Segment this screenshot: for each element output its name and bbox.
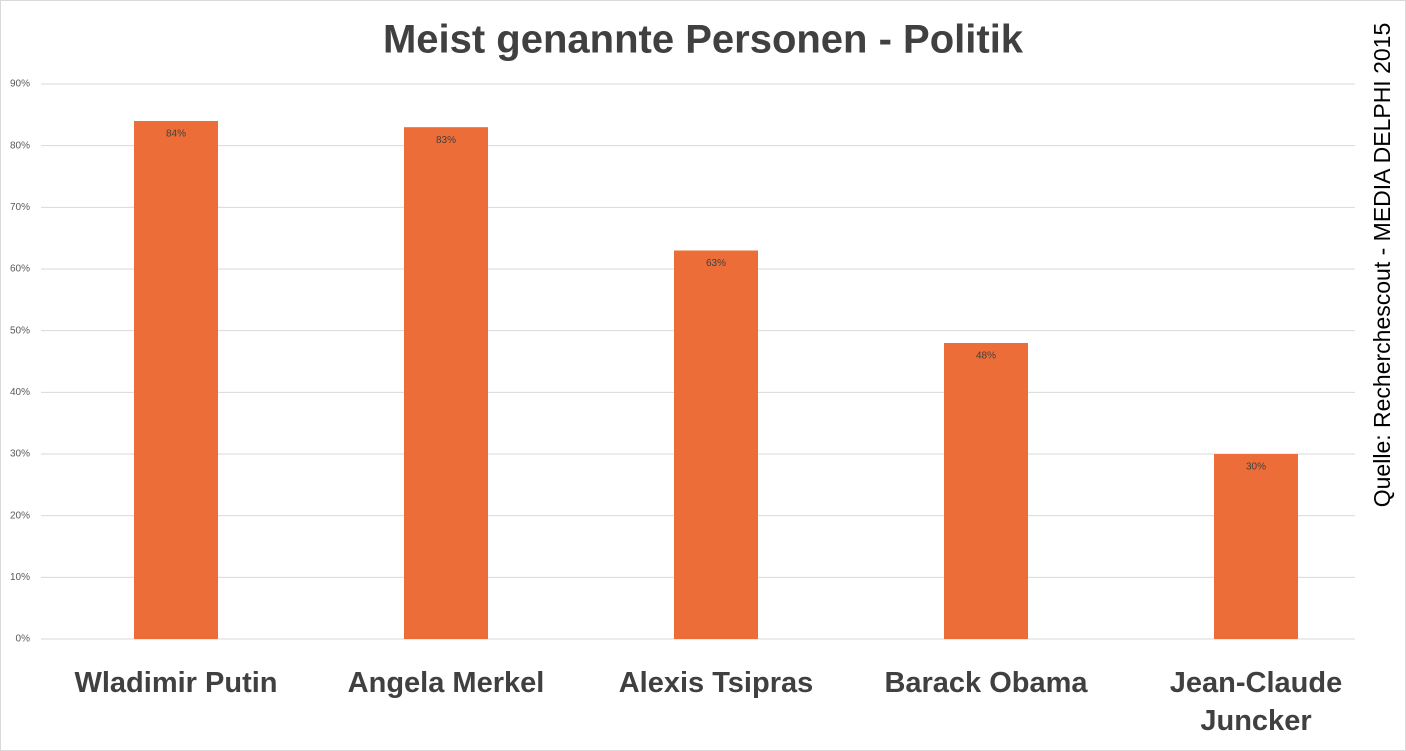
value-label: 63% <box>706 258 726 269</box>
x-tick-label: Alexis Tsipras <box>618 667 814 699</box>
x-tick-label: Wladimir Putin <box>74 667 278 699</box>
y-tick-label: 90% <box>10 79 30 90</box>
bar <box>1214 454 1298 639</box>
y-tick-label: 70% <box>10 202 30 213</box>
source-note: Quelle: Recherchescout - MEDIA DELPHI 20… <box>1369 23 1395 508</box>
value-label: 84% <box>166 129 186 140</box>
value-label: 30% <box>1246 462 1266 473</box>
bar <box>674 250 758 639</box>
value-label: 83% <box>436 135 456 146</box>
x-tick-label: Jean-Claude Juncker <box>1169 667 1343 737</box>
y-tick-label: 60% <box>10 264 30 275</box>
bar <box>404 127 488 640</box>
y-tick-label: 30% <box>10 449 30 460</box>
x-tick-label: Barack Obama <box>884 667 1088 699</box>
chart-title: Meist genannte Personen - Politik <box>383 18 1024 62</box>
y-tick-label: 20% <box>10 510 30 521</box>
y-tick-label: 0% <box>16 634 31 645</box>
bar <box>134 121 218 639</box>
value-label: 48% <box>976 351 996 362</box>
y-tick-label: 80% <box>10 140 30 151</box>
x-tick-label: Angela Merkel <box>347 667 545 699</box>
bar <box>944 343 1028 639</box>
y-tick-label: 50% <box>10 325 30 336</box>
y-tick-label: 10% <box>10 572 30 583</box>
y-tick-label: 40% <box>10 387 30 398</box>
